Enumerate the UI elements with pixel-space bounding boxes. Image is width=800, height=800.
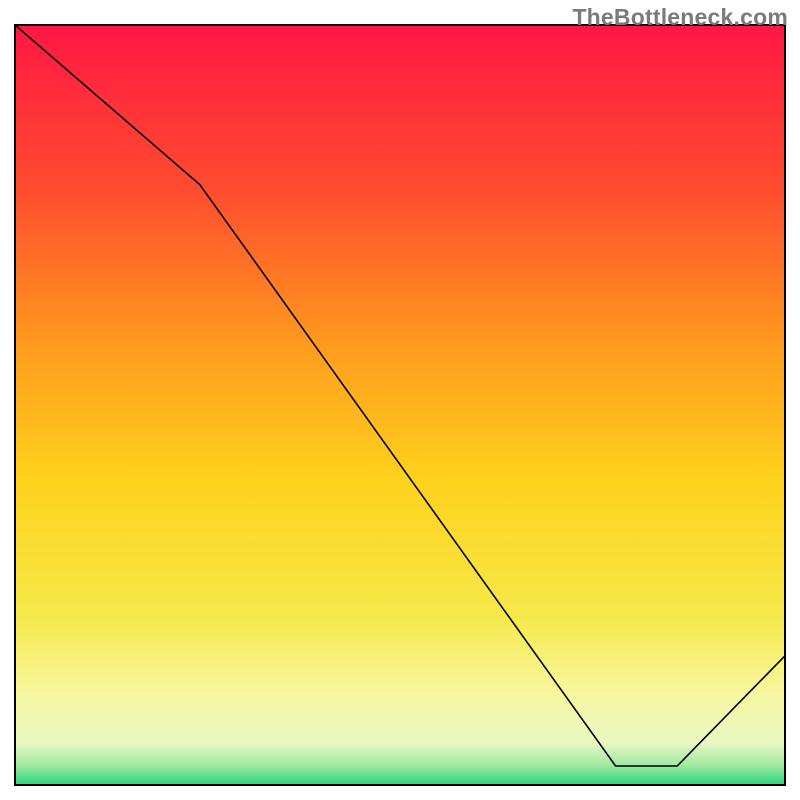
watermark-text: TheBottleneck.com: [572, 4, 788, 31]
plot-background: [15, 25, 785, 785]
gradient-line-chart: [0, 0, 800, 800]
chart-container: TheBottleneck.com: [0, 0, 800, 800]
